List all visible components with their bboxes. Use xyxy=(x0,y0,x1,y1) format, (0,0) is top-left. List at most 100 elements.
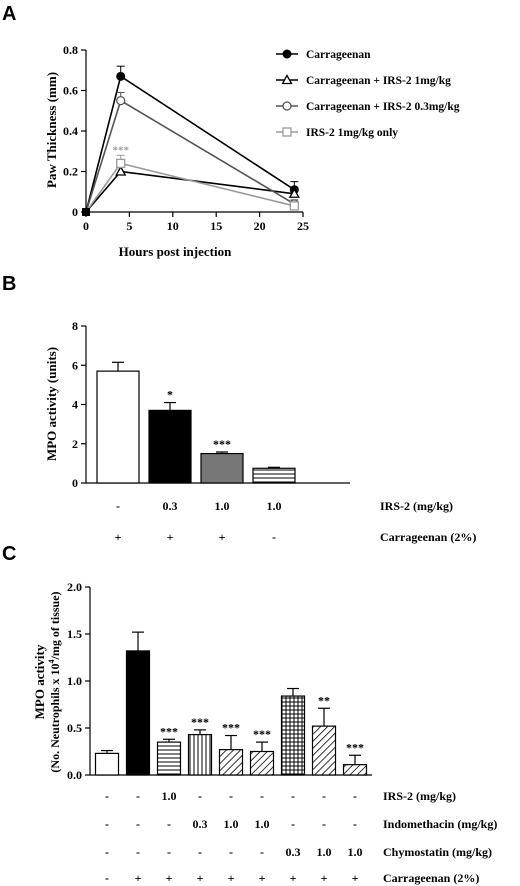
panel-a-ytick-label: 0 xyxy=(72,205,78,219)
panel-a-ytick-label: 0.6 xyxy=(63,84,78,98)
panel-c-treatment-label: IRS-2 (mg/kg) xyxy=(383,789,456,803)
panel-c-treatment-cell: + xyxy=(321,871,328,885)
panel-a-chart: 00.20.40.60.80 5 10 15 20 25 *** CarrageenanC… xyxy=(44,43,460,259)
panel-c-bar xyxy=(125,650,151,776)
panel-a-xtick-label: 0 xyxy=(83,219,89,233)
panel-a-legend-marker xyxy=(281,74,293,85)
panel-b-treatment-label: IRS-2 (mg/kg) xyxy=(380,499,453,513)
panel-c-treatment-cell: - xyxy=(322,817,326,831)
panel-c-ytick-label: 1.5 xyxy=(67,627,82,641)
panel-c-ytick-label: 0.5 xyxy=(67,721,82,735)
panel-b-bar xyxy=(148,409,192,484)
panel-c-chart: 0.00.51.01.52.0 ****** *** ******** - -1.0-… xyxy=(32,580,497,885)
panel-c-ylabel-line1: MPO activity xyxy=(32,644,47,719)
panel-c-treatment-cell: + xyxy=(135,871,142,885)
panel-c-treatment-cell: 0.3 xyxy=(193,817,208,831)
panel-a-xtick-label: 20 xyxy=(254,219,266,233)
panel-c-treatment-cell: - xyxy=(198,789,202,803)
panel-c-ytick-label: 1.0 xyxy=(67,674,82,688)
panel-a-xlabel: Hours post injection xyxy=(119,244,232,259)
panel-c-treatment-cell: - xyxy=(229,789,233,803)
panel-a-legend: Carrageenan Carrageenan + IRS-2 1mg/kg Car… xyxy=(276,49,460,139)
panel-b-treatment-cell: - xyxy=(272,530,276,544)
panel-c-ylabel-line2-start: (No. Neutrophils x 10 xyxy=(48,663,62,772)
panel-a-legend-label: Carrageenan + IRS-2 0.3mg/kg xyxy=(306,101,460,113)
panel-c-treatment-cell: - xyxy=(353,789,357,803)
panel-b-bar xyxy=(200,452,244,484)
panel-c-treatment-table: - - 1.0 - - - - - - IRS-2 (mg/kg) - - - 0.3 1.0 1.0 - - - I… xyxy=(105,789,497,885)
panel-c-treatment-cell: - xyxy=(136,845,140,859)
panel-c-treatment-cell: 1.0 xyxy=(162,789,177,803)
panel-c-treatment-cell: - xyxy=(105,789,109,803)
panel-a-point xyxy=(116,95,126,106)
panel-a-legend-marker xyxy=(282,101,292,111)
panel-c-treatment-cell: - xyxy=(167,845,171,859)
panel-b-treatment-label: Carrageenan (2%) xyxy=(380,530,476,544)
panel-c-treatment-cell: 1.0 xyxy=(348,845,363,859)
panel-c-treatment-cell: - xyxy=(353,817,357,831)
panel-a-legend-marker xyxy=(282,127,292,137)
panel-c-treatment-cell: + xyxy=(290,871,297,885)
panel-c-significance: *** xyxy=(346,740,364,754)
panel-c-treatment-label: Chymostatin (mg/kg) xyxy=(383,845,492,859)
panel-c-ylabel-line2: (No. Neutrophils x 104/mg of tissue) xyxy=(47,591,62,772)
panel-c-bar xyxy=(311,725,337,776)
panel-c-bar xyxy=(187,733,213,776)
panel-b-ytick-label: 2 xyxy=(72,437,78,451)
panel-c-treatment-cell: - xyxy=(260,845,264,859)
panel-c-treatment-cell: - xyxy=(229,845,233,859)
panel-a-point xyxy=(116,158,126,169)
panel-b-treatment-cell: 1.0 xyxy=(215,499,230,513)
panel-b-treatment-table: - 0.3 1.0 1.0 IRS-2 (mg/kg) + + + - Carrageenan (… xyxy=(115,499,477,544)
panel-c-treatment-cell: - xyxy=(260,789,264,803)
panel-b-ytick-label: 4 xyxy=(72,398,78,412)
panel-c-treatment-cell: - xyxy=(105,845,109,859)
panel-a-xtick-label: 5 xyxy=(126,219,132,233)
panel-b-bar xyxy=(96,370,140,484)
panel-a-xtick-label: 15 xyxy=(210,219,222,233)
panel-c-treatment-cell: 1.0 xyxy=(317,845,332,859)
panel-b-treatment-cell: + xyxy=(167,530,174,544)
panel-c-ylabel-sup: 4 xyxy=(47,659,56,663)
panel-a-series-line-2 xyxy=(85,170,295,213)
panel-c-treatment-cell: + xyxy=(352,871,359,885)
panel-letter-c: C xyxy=(2,543,16,565)
panel-a-legend-marker xyxy=(282,49,292,59)
panel-c-ylabel-line2-end: /mg of tissue) xyxy=(48,591,62,660)
panel-a-series-line-4 xyxy=(85,162,295,213)
panel-c-bar xyxy=(156,741,182,776)
panel-a-legend-label: IRS-2 1mg/kg only xyxy=(306,127,398,139)
panel-c-significance: *** xyxy=(253,727,271,741)
panel-c-treatment-cell: - xyxy=(136,817,140,831)
panel-letter-a: A xyxy=(2,3,16,25)
panel-c-significance: *** xyxy=(160,724,178,738)
panel-c-treatment-cell: - xyxy=(322,789,326,803)
panel-c-treatment-cell: - xyxy=(167,817,171,831)
panel-c-bar xyxy=(249,750,275,776)
panel-a-ytick-label: 0.4 xyxy=(63,124,78,138)
panel-b-ytick-label: 6 xyxy=(72,358,78,372)
panel-b-significance: *** xyxy=(213,437,231,451)
panel-a-point xyxy=(82,208,90,216)
panel-c-treatment-cell: 0.3 xyxy=(286,845,301,859)
panel-c-treatment-cell: - xyxy=(198,845,202,859)
panel-b-significance: * xyxy=(167,388,173,402)
panel-a-ytick-label: 0.8 xyxy=(63,43,78,57)
panel-b-treatment-cell: 1.0 xyxy=(267,499,282,513)
panel-c-treatment-cell: + xyxy=(259,871,266,885)
panel-a-ylabel: Paw Thickness (mm) xyxy=(44,72,59,188)
panel-c-treatment-cell: 1.0 xyxy=(224,817,239,831)
panel-a-xtick-label: 10 xyxy=(167,219,179,233)
panel-b-treatment-cell: + xyxy=(219,530,226,544)
panel-c-treatment-label: Indomethacin (mg/kg) xyxy=(383,817,497,831)
panel-letter-b: B xyxy=(2,273,16,295)
panel-c-significance: *** xyxy=(222,721,240,735)
panel-c-treatment-cell: 1.0 xyxy=(255,817,270,831)
panel-b-treatment-cell: - xyxy=(116,499,120,513)
panel-c-treatment-cell: - xyxy=(105,871,109,885)
panel-c-treatment-cell: + xyxy=(197,871,204,885)
panel-a-point xyxy=(116,71,126,81)
panel-c-bar xyxy=(94,752,120,776)
